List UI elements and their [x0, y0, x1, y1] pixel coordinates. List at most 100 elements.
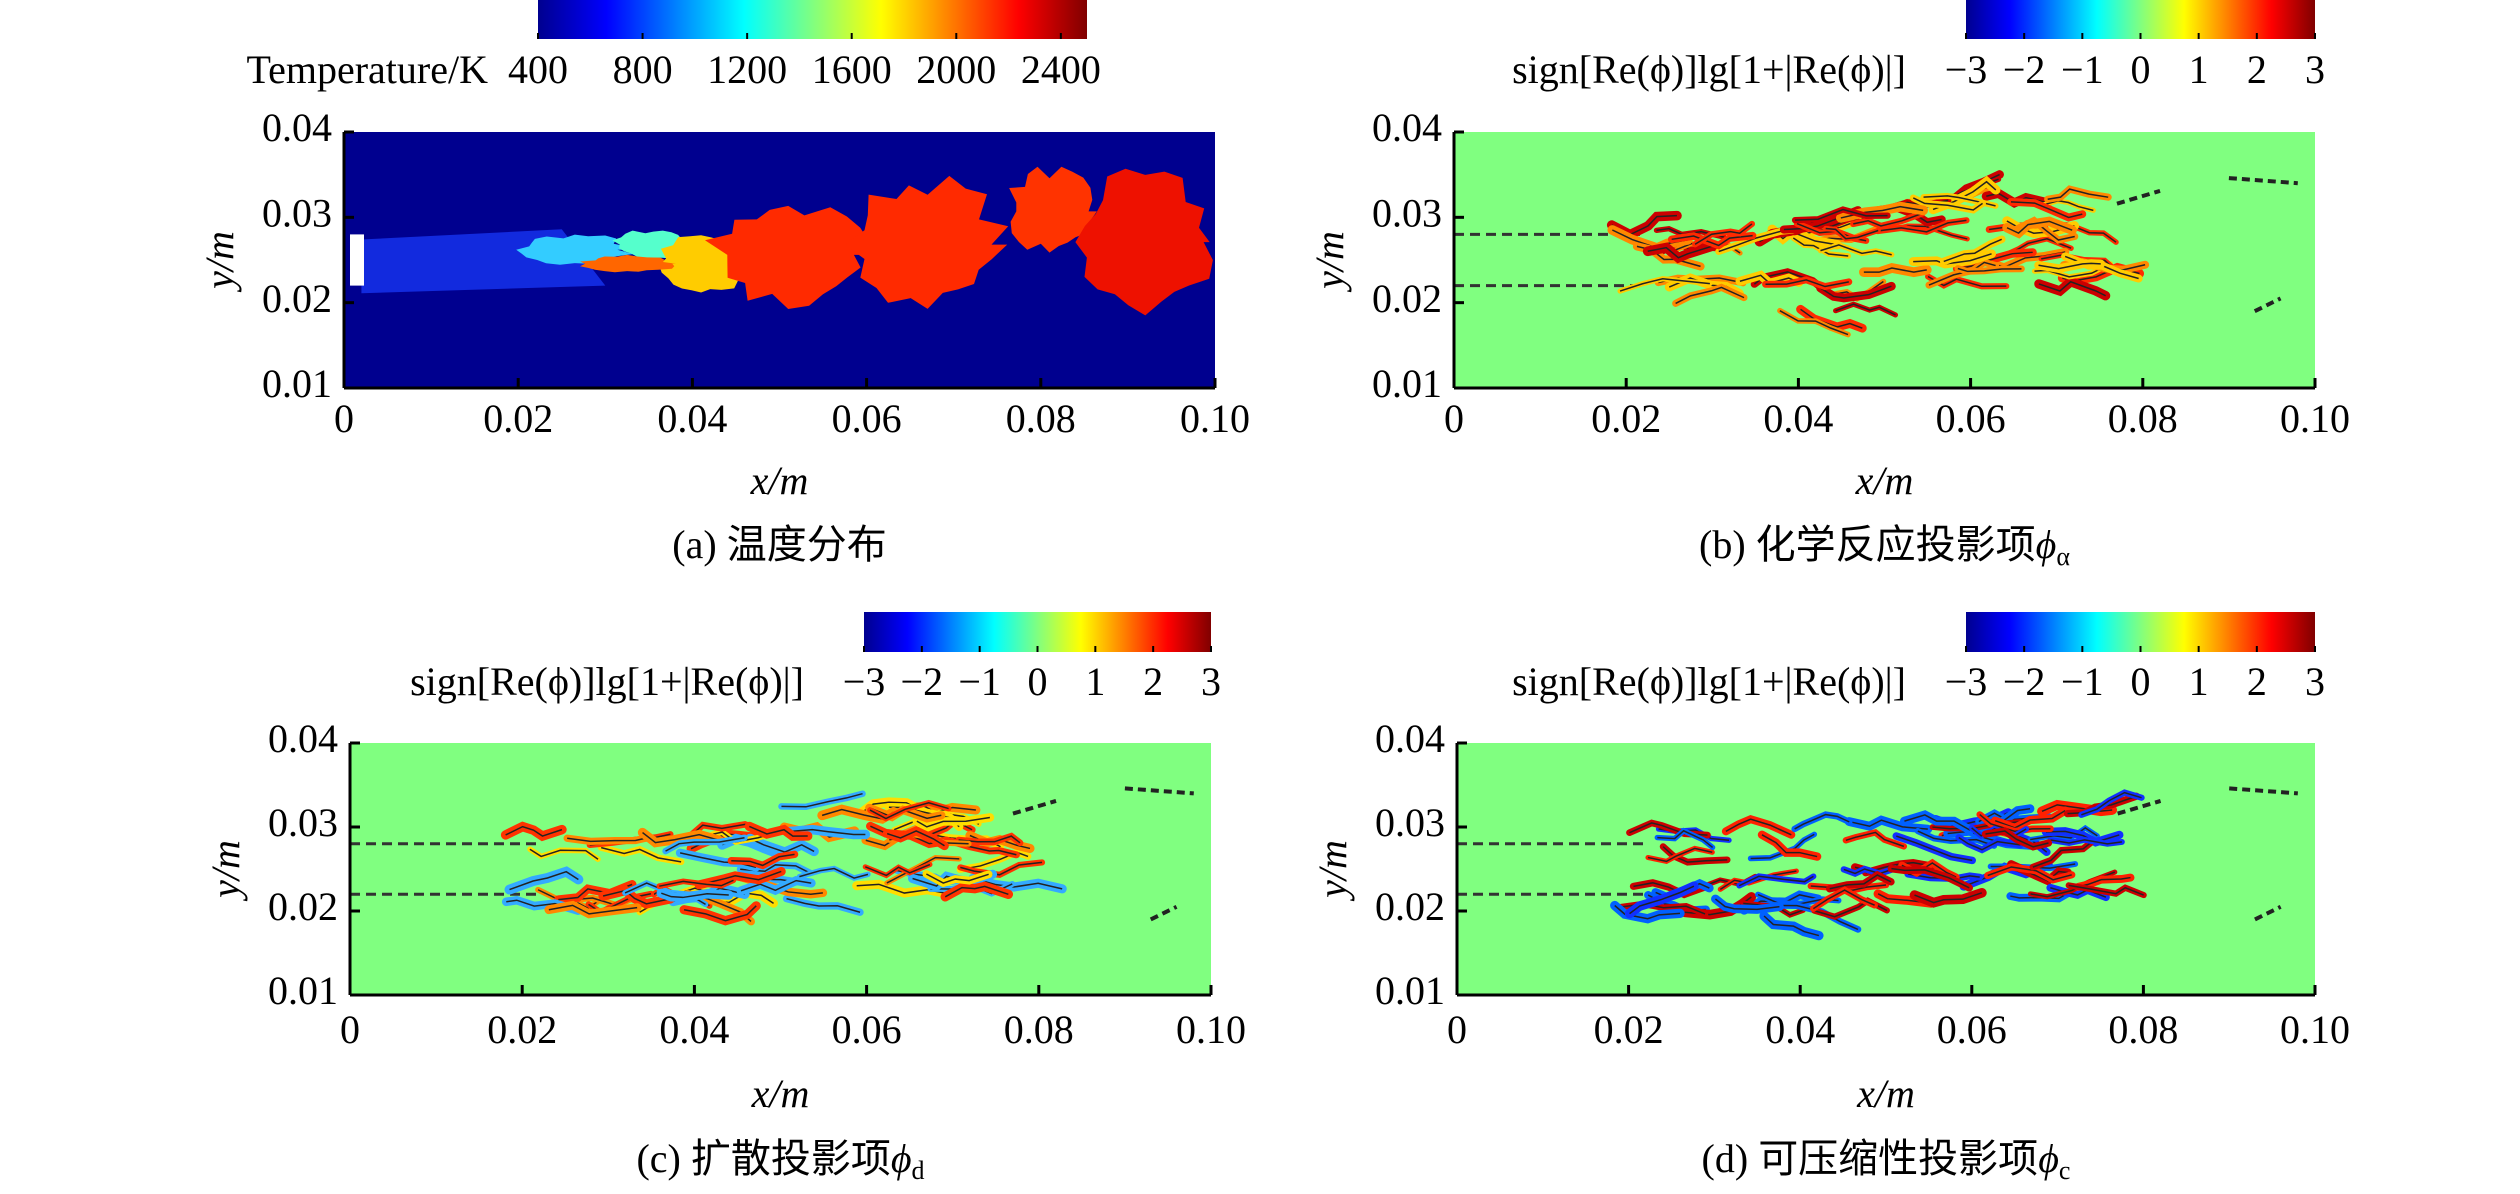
- caption: (d) 可压缩性投影项ϕc: [1702, 1136, 2071, 1185]
- caption: (a) 温度分布: [672, 522, 886, 567]
- x-axis-label: x/m: [1855, 458, 1914, 503]
- structure-edge: [1914, 892, 1983, 904]
- x-tick-label: 0.08: [2108, 1007, 2178, 1052]
- x-tick-label: 0.06: [1936, 396, 2006, 441]
- x-axis-label: x/m: [1856, 1071, 1915, 1116]
- structure-edge: [1957, 267, 2022, 273]
- structure-edge: [1829, 874, 1892, 890]
- y-tick-label: 0.03: [1375, 800, 1445, 845]
- structure-edge: [2006, 220, 2073, 235]
- colorbar-tick-label: 1: [1085, 659, 1105, 704]
- x-tick-label: 0.06: [832, 396, 902, 441]
- structure-edge: [661, 892, 729, 899]
- panel: 0 0.02 0.04 0.06 0.08 0.10 0.01 0.02 0.03 0.04 x/m…: [1307, 0, 2350, 571]
- structure-edge: [865, 863, 931, 877]
- colorbar-tick-label: −1: [2061, 47, 2104, 92]
- field-blob: [1075, 168, 1213, 316]
- x-tick-label: 0.02: [1594, 1007, 1664, 1052]
- structure-edge: [567, 836, 650, 843]
- structure-edge: [1896, 835, 1973, 862]
- structure-edge: [2010, 201, 2083, 219]
- structure-edge: [2045, 830, 2120, 844]
- colorbar-tick-label: 2: [2247, 659, 2267, 704]
- structure-edge: [1657, 829, 1714, 849]
- structure-edge: [2081, 791, 2142, 816]
- colorbar: [538, 0, 1087, 39]
- structure: [2117, 799, 2162, 816]
- structure-edge: [509, 870, 579, 891]
- colorbar-tick-label: 3: [2305, 47, 2325, 92]
- y-tick-label: 0.04: [262, 105, 332, 150]
- structure-edge: [1671, 234, 1753, 247]
- colorbar-tick-label: 3: [1201, 659, 1221, 704]
- panel: 0 0.02 0.04 0.06 0.08 0.10 0.01 0.02 0.03 0.04 x/m…: [1310, 612, 2350, 1185]
- structure-edge: [1647, 847, 1713, 863]
- caption-text: (d) 可压缩性投影项: [1702, 1136, 2039, 1181]
- colorbar-tick-label: −1: [2061, 659, 2104, 704]
- structure-edge: [958, 835, 1021, 844]
- caption: (b) 化学反应投影项ϕα: [1699, 522, 2070, 571]
- x-tick-label: 0.10: [2280, 396, 2350, 441]
- structure-edge: [683, 905, 757, 922]
- structure-edge: [1761, 834, 1818, 858]
- structure-edge: [1987, 866, 2072, 881]
- colorbar-label: Temperature/K: [246, 47, 488, 92]
- y-tick-label: 0.01: [1372, 361, 1442, 406]
- structure-edge: [1820, 285, 1892, 299]
- y-tick-label: 0.02: [1372, 276, 1442, 321]
- structure-edge: [2038, 262, 2101, 270]
- structure-edge: [1725, 818, 1792, 836]
- structure-edge: [786, 897, 861, 913]
- panel: 0 0.02 0.04 0.06 0.08 0.10 0.01 0.02 0.03 0.04 x/m…: [203, 612, 1246, 1185]
- colorbar-tick-label: −2: [2003, 47, 2046, 92]
- structure-edge: [1863, 267, 1927, 273]
- caption-text: (c) 扩散投影项: [636, 1136, 890, 1181]
- structure-edge: [601, 846, 682, 863]
- y-tick-label: 0.01: [262, 361, 332, 406]
- caption-symbol: ϕ: [2038, 1136, 2059, 1181]
- structure-edge: [972, 877, 1063, 890]
- structure-edge: [959, 851, 1029, 871]
- colorbar-tick-label: −3: [1945, 47, 1988, 92]
- colorbar-tick-label: 2400: [1021, 47, 1101, 92]
- x-tick-label: 0.10: [2280, 1007, 2350, 1052]
- y-axis-label: y/m: [1307, 231, 1352, 293]
- structure-edge: [960, 861, 1043, 876]
- y-tick-label: 0.03: [1372, 191, 1442, 236]
- structure-edge: [2032, 841, 2093, 868]
- structure-edge: [1675, 286, 1745, 305]
- x-tick-label: 0.08: [1006, 396, 1076, 441]
- structure-edge: [665, 837, 745, 852]
- y-tick-label: 0.03: [268, 800, 338, 845]
- y-tick-label: 0.02: [262, 276, 332, 321]
- structure-edge: [1792, 237, 1849, 257]
- y-axis-label: y/m: [1310, 840, 1355, 902]
- x-tick-label: 0.06: [1937, 1007, 2007, 1052]
- structure-edge: [781, 792, 863, 808]
- structure-edge: [1994, 809, 2066, 829]
- colorbar-tick-label: 1: [2189, 659, 2209, 704]
- colorbar-tick-label: −3: [843, 659, 886, 704]
- inlet: [350, 234, 364, 286]
- structure-edge: [1820, 244, 1892, 256]
- structure-edge: [886, 830, 945, 847]
- structure-edge: [1647, 245, 1714, 259]
- structure-edge: [1877, 219, 1967, 233]
- structure-edge: [529, 848, 599, 860]
- x-tick-label: 0: [340, 1007, 360, 1052]
- field-blob: [705, 205, 872, 309]
- structure-edge: [926, 873, 989, 884]
- x-axis-label: x/m: [750, 458, 809, 503]
- structure-edge: [740, 879, 812, 892]
- colorbar-tick-label: 0: [2131, 659, 2151, 704]
- structure: [2116, 188, 2161, 206]
- x-tick-label: 0.04: [659, 1007, 729, 1052]
- colorbar-tick-label: 2: [1143, 659, 1163, 704]
- structure-edge: [1843, 867, 1896, 875]
- colorbar: [1966, 612, 2315, 652]
- structure-edge: [1763, 915, 1820, 937]
- structure-edge: [731, 853, 795, 867]
- colorbar-tick-label: 1: [2189, 47, 2209, 92]
- structure-edge: [1917, 830, 1995, 847]
- structure: [1012, 799, 1057, 816]
